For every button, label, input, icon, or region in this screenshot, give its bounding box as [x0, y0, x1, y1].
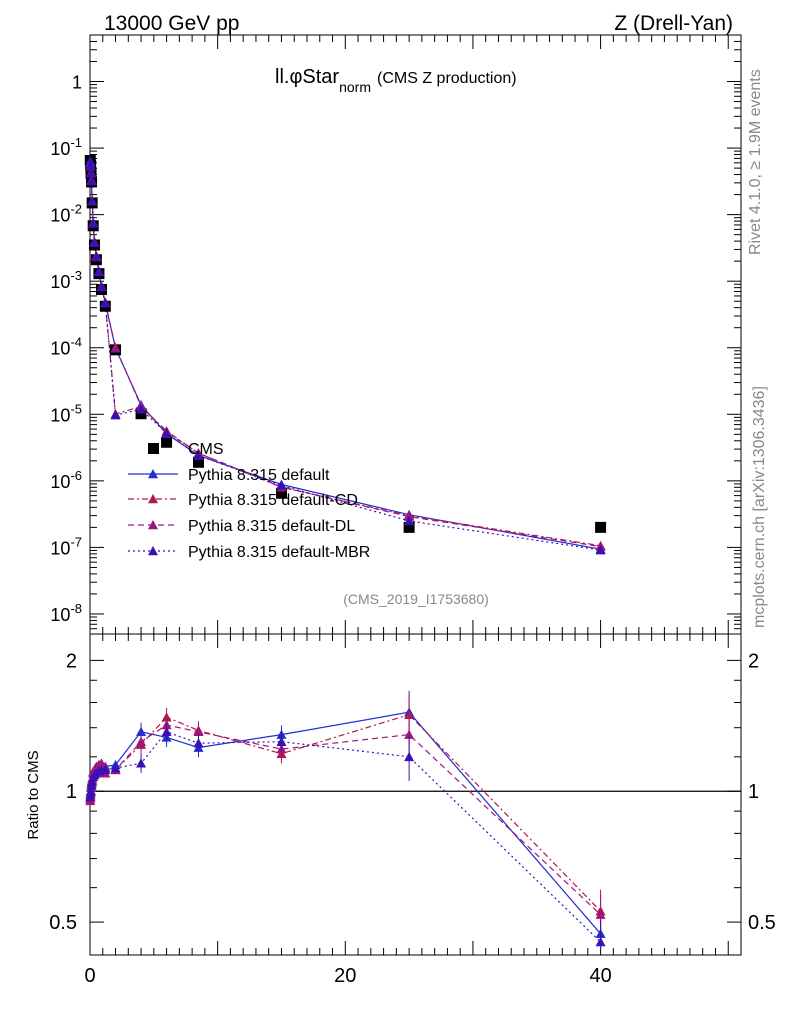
x-tick-label: 0 [84, 965, 95, 987]
ratio-ylabel: Ratio to CMS [25, 750, 42, 839]
mbr-ratio-point [87, 777, 98, 787]
legend-mbr-label: Pythia 8.315 default-MBR [188, 544, 370, 561]
plot-title-sub: norm [339, 79, 371, 95]
mbr-point [110, 410, 121, 420]
x-tick-label: 40 [589, 965, 611, 987]
dl-ratio-point [193, 726, 204, 737]
cd-curve [89, 161, 601, 547]
legend-cd-label: Pythia 8.315 default-CD [188, 492, 358, 509]
dl-point [110, 342, 121, 352]
y-tick-label: 10-4 [50, 335, 82, 359]
ratio-tick-label-right: 1 [748, 781, 759, 803]
mbr-point [91, 252, 102, 262]
cms-data-point [161, 436, 173, 448]
cms-data-point [275, 487, 287, 499]
mbr-ratio-point [86, 786, 97, 796]
default-curve [89, 160, 601, 550]
mbr-ratio-point [161, 726, 172, 737]
mbr-point [89, 237, 100, 247]
y-tick-label: 10-6 [50, 468, 82, 492]
mbr-ratio-point [404, 751, 415, 762]
y-tick-label: 10-5 [50, 401, 82, 425]
cms-data-point [403, 521, 415, 533]
y-tick-label: 10-8 [50, 601, 82, 625]
rivet-label: Rivet 4.1.0, ≥ 1.9M events [747, 69, 764, 255]
mbr-point [193, 450, 204, 460]
dl-ratio-point [96, 758, 107, 768]
mbr-point [161, 428, 172, 438]
x-tick-label: 20 [334, 965, 356, 987]
mbr-point [88, 218, 99, 228]
header-left: 13000 GeV pp [104, 12, 239, 35]
mbr-ratio-point [110, 763, 121, 773]
ratio-tick-label-right: 0.5 [748, 912, 776, 934]
mbr-point [86, 176, 97, 186]
ratio-tick-label: 1 [66, 781, 77, 803]
plot-title-main: ll.φStar [275, 66, 339, 88]
legend: CMS Pythia 8.315 default Pythia 8.315 de… [128, 441, 370, 561]
mbr-ratio-point [276, 736, 287, 746]
mbr-point [276, 480, 287, 490]
legend-default-label: Pythia 8.315 default [188, 467, 330, 484]
mbr-point [595, 545, 606, 555]
mbr-point [136, 404, 147, 414]
ratio-tick-label: 0.5 [49, 912, 77, 934]
y-tick-label: 10-3 [50, 268, 82, 292]
dl-ratio-point [595, 909, 606, 919]
plot-title: ll.φStarnorm (CMS Z production) [275, 66, 517, 95]
plot-title-suffix: (CMS Z production) [377, 70, 517, 87]
main-points [84, 155, 607, 555]
mbr-point [86, 168, 97, 178]
ratio-tick-label-right: 2 [748, 650, 759, 672]
mbr-ratio-curve [89, 731, 602, 943]
analysis-id: (CMS_2019_I1753680) [343, 591, 489, 607]
mbr-point [87, 196, 98, 206]
mbr-ratio-point [193, 738, 204, 748]
ratio-points [85, 690, 606, 951]
mbr-ratio-point [595, 936, 606, 947]
legend-default-marker [148, 469, 158, 479]
y-tick-label: 10-1 [50, 135, 82, 159]
mbr-ratio-point [136, 758, 147, 768]
mbr-point [93, 266, 104, 276]
legend-cms-marker [148, 443, 159, 454]
mbr-point [100, 298, 111, 308]
dl-ratio-curve [89, 724, 602, 916]
mcplots-label: mcplots.cern.ch [arXiv:1306.3436] [751, 386, 768, 628]
y-tick-label: 10-2 [50, 202, 82, 226]
legend-cd-marker [148, 494, 158, 504]
cms-data-point [135, 408, 147, 420]
mbr-point [85, 160, 96, 171]
cms-data-point [595, 521, 607, 533]
dl-ratio-point [404, 729, 415, 739]
legend-dl-marker [148, 520, 158, 530]
ratio-frame [89, 633, 742, 956]
header-right: Z (Drell-Yan) [614, 12, 733, 35]
dl-ratio-point [136, 736, 147, 746]
legend-dl-label: Pythia 8.315 default-DL [188, 518, 355, 535]
mbr-point [404, 515, 415, 526]
default-ratio-point [136, 726, 147, 737]
mbr-curve [89, 161, 601, 551]
cms-data-point [193, 456, 204, 468]
legend-cms-label: CMS [188, 441, 224, 458]
legend-mbr-marker [148, 546, 158, 556]
ratio-tick-label: 2 [66, 650, 77, 672]
dl-curve [89, 162, 601, 548]
axes: 1 10-1 10-2 10-3 10-4 10-5 10-6 10-7 10-8 0 20 40 2 2… [49, 34, 776, 987]
mbr-point [96, 281, 107, 292]
y-tick-label: 1 [72, 73, 82, 93]
y-tick-label: 10-7 [50, 534, 82, 558]
mbr-point [85, 156, 96, 166]
mbr-ratio-point [100, 764, 111, 775]
